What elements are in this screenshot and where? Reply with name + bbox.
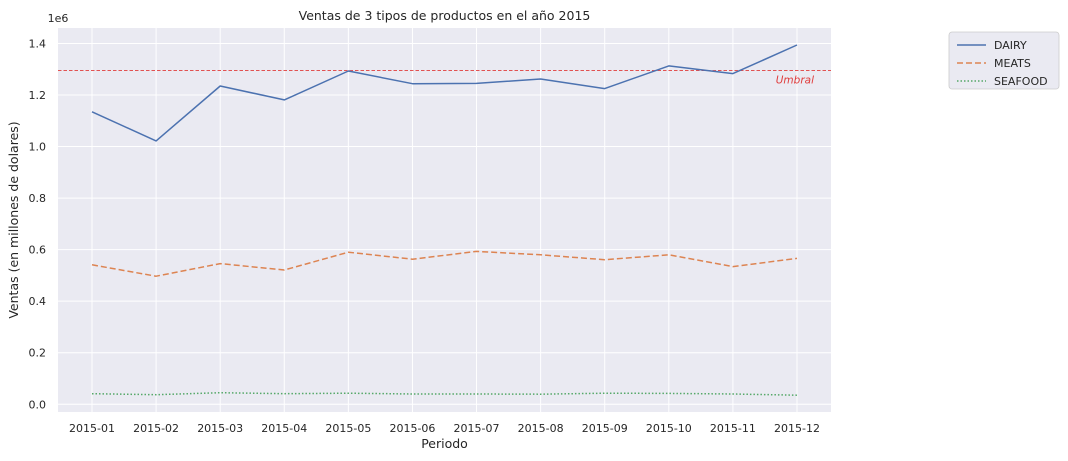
legend-label-seafood: SEAFOOD — [994, 75, 1048, 88]
x-tick-label: 2015-05 — [325, 422, 371, 435]
chart-title: Ventas de 3 tipos de productos en el año… — [299, 8, 591, 23]
series-line-meats — [91, 250, 798, 277]
y-tick-label: 0.4 — [29, 295, 47, 308]
x-tick-label: 2015-02 — [133, 422, 179, 435]
x-tick-label: 2015-10 — [646, 422, 692, 435]
y-tick-label: 1.2 — [29, 89, 47, 102]
x-axis-ticks: 2015-01 2015-02 2015-03 2015-04 2015-05 2015-… — [69, 422, 820, 435]
x-tick-label: 2015-03 — [197, 422, 243, 435]
x-tick-label: 2015-11 — [710, 422, 756, 435]
y-tick-label: 1.0 — [29, 141, 47, 154]
y-tick-label: 0.0 — [29, 398, 47, 411]
x-tick-label: 2015-08 — [518, 422, 564, 435]
x-tick-label: 2015-09 — [582, 422, 628, 435]
grid-lines — [58, 28, 831, 412]
x-tick-label: 2015-12 — [774, 422, 820, 435]
series-line-dairy — [91, 44, 798, 142]
y-tick-label: 0.2 — [29, 347, 47, 360]
y-axis-offset-label: 1e6 — [48, 12, 69, 25]
series-lines — [91, 44, 798, 396]
plot-area — [58, 28, 831, 412]
x-tick-label: 2015-07 — [454, 422, 500, 435]
threshold-label: Umbral — [776, 75, 814, 87]
legend: DAIRY MEATS SEAFOOD — [948, 31, 1060, 90]
legend-box — [948, 31, 1060, 90]
x-tick-label: 2015-04 — [261, 422, 307, 435]
x-tick-label: 2015-06 — [389, 422, 435, 435]
y-axis-ticks: 0.0 0.2 0.4 0.6 0.8 1.0 1.2 1.4 — [29, 37, 47, 411]
legend-label-dairy: DAIRY — [994, 39, 1027, 52]
x-axis-label: Periodo — [421, 436, 468, 451]
y-tick-label: 1.4 — [29, 37, 47, 50]
y-tick-label: 0.8 — [29, 192, 47, 205]
y-axis-label: Ventas (en millones de dolares) — [6, 121, 21, 318]
legend-label-meats: MEATS — [994, 57, 1031, 70]
x-tick-label: 2015-01 — [69, 422, 115, 435]
y-tick-label: 0.6 — [29, 244, 47, 257]
